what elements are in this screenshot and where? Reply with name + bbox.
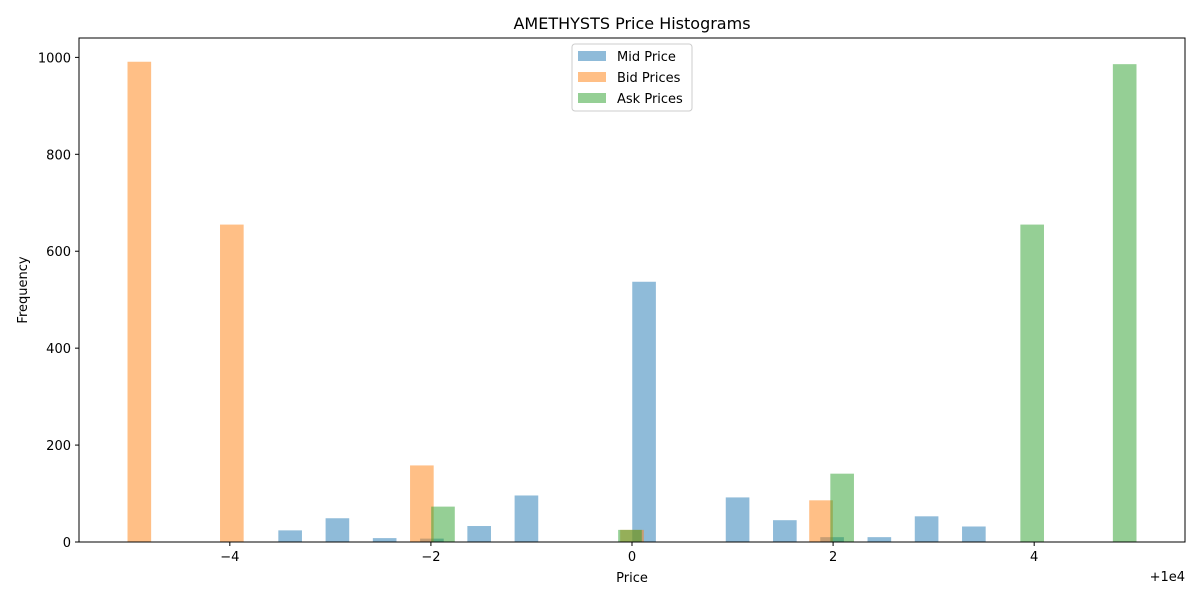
bar-series-0-4 xyxy=(467,526,491,542)
legend: Mid Price Bid Prices Ask Prices xyxy=(571,43,693,112)
x-tick-label: −4 xyxy=(220,550,239,565)
bar-series-2-3 xyxy=(1020,224,1044,542)
plot-frame xyxy=(78,37,1186,543)
legend-label: Mid Price xyxy=(617,50,676,65)
y-tick-label: 1000 xyxy=(38,51,71,66)
bar-series-0-6 xyxy=(632,281,656,542)
x-tick-label: −2 xyxy=(421,550,440,565)
bar-series-2-4 xyxy=(1112,64,1137,543)
bar-series-0-10 xyxy=(867,537,892,542)
bar-series-2-2 xyxy=(830,473,854,542)
x-tick-label: 4 xyxy=(1030,550,1038,565)
bar-series-1-2 xyxy=(410,465,434,542)
legend-swatch xyxy=(578,51,606,61)
legend-swatch xyxy=(578,93,606,103)
bar-series-0-2 xyxy=(372,538,397,542)
y-axis: 0 200 400 600 800 1000 xyxy=(38,51,79,551)
bar-series-1-4 xyxy=(809,500,833,542)
bar-series-0-1 xyxy=(325,518,350,542)
legend-label: Ask Prices xyxy=(617,92,683,107)
x-axis-offset-label: +1e4 xyxy=(1150,570,1185,585)
y-tick-label: 400 xyxy=(46,342,71,357)
chart-title: AMETHYSTS Price Histograms xyxy=(513,14,750,33)
y-axis-label: Frequency xyxy=(16,256,31,323)
x-axis-label: Price xyxy=(616,571,648,586)
x-axis: −4 −2 0 2 4 xyxy=(220,542,1038,565)
bar-series-0-8 xyxy=(773,520,797,542)
legend-label: Bid Prices xyxy=(617,71,681,86)
y-tick-label: 0 xyxy=(63,536,71,551)
x-tick-label: 2 xyxy=(829,550,837,565)
bar-series-2-1 xyxy=(618,529,642,542)
bar-series-0-7 xyxy=(725,497,750,542)
bars-layer xyxy=(127,61,1137,543)
y-tick-label: 800 xyxy=(46,148,71,163)
x-tick-label: 0 xyxy=(628,550,636,565)
bar-series-1-0 xyxy=(127,61,152,542)
y-tick-label: 600 xyxy=(46,245,71,260)
bar-series-2-0 xyxy=(431,506,455,542)
bar-series-0-5 xyxy=(514,495,539,542)
bar-series-1-1 xyxy=(220,224,244,542)
bar-series-0-11 xyxy=(914,516,939,542)
bar-series-0-0 xyxy=(278,530,302,542)
legend-swatch xyxy=(578,72,606,82)
y-tick-label: 200 xyxy=(46,439,71,454)
bar-series-0-12 xyxy=(962,526,986,542)
